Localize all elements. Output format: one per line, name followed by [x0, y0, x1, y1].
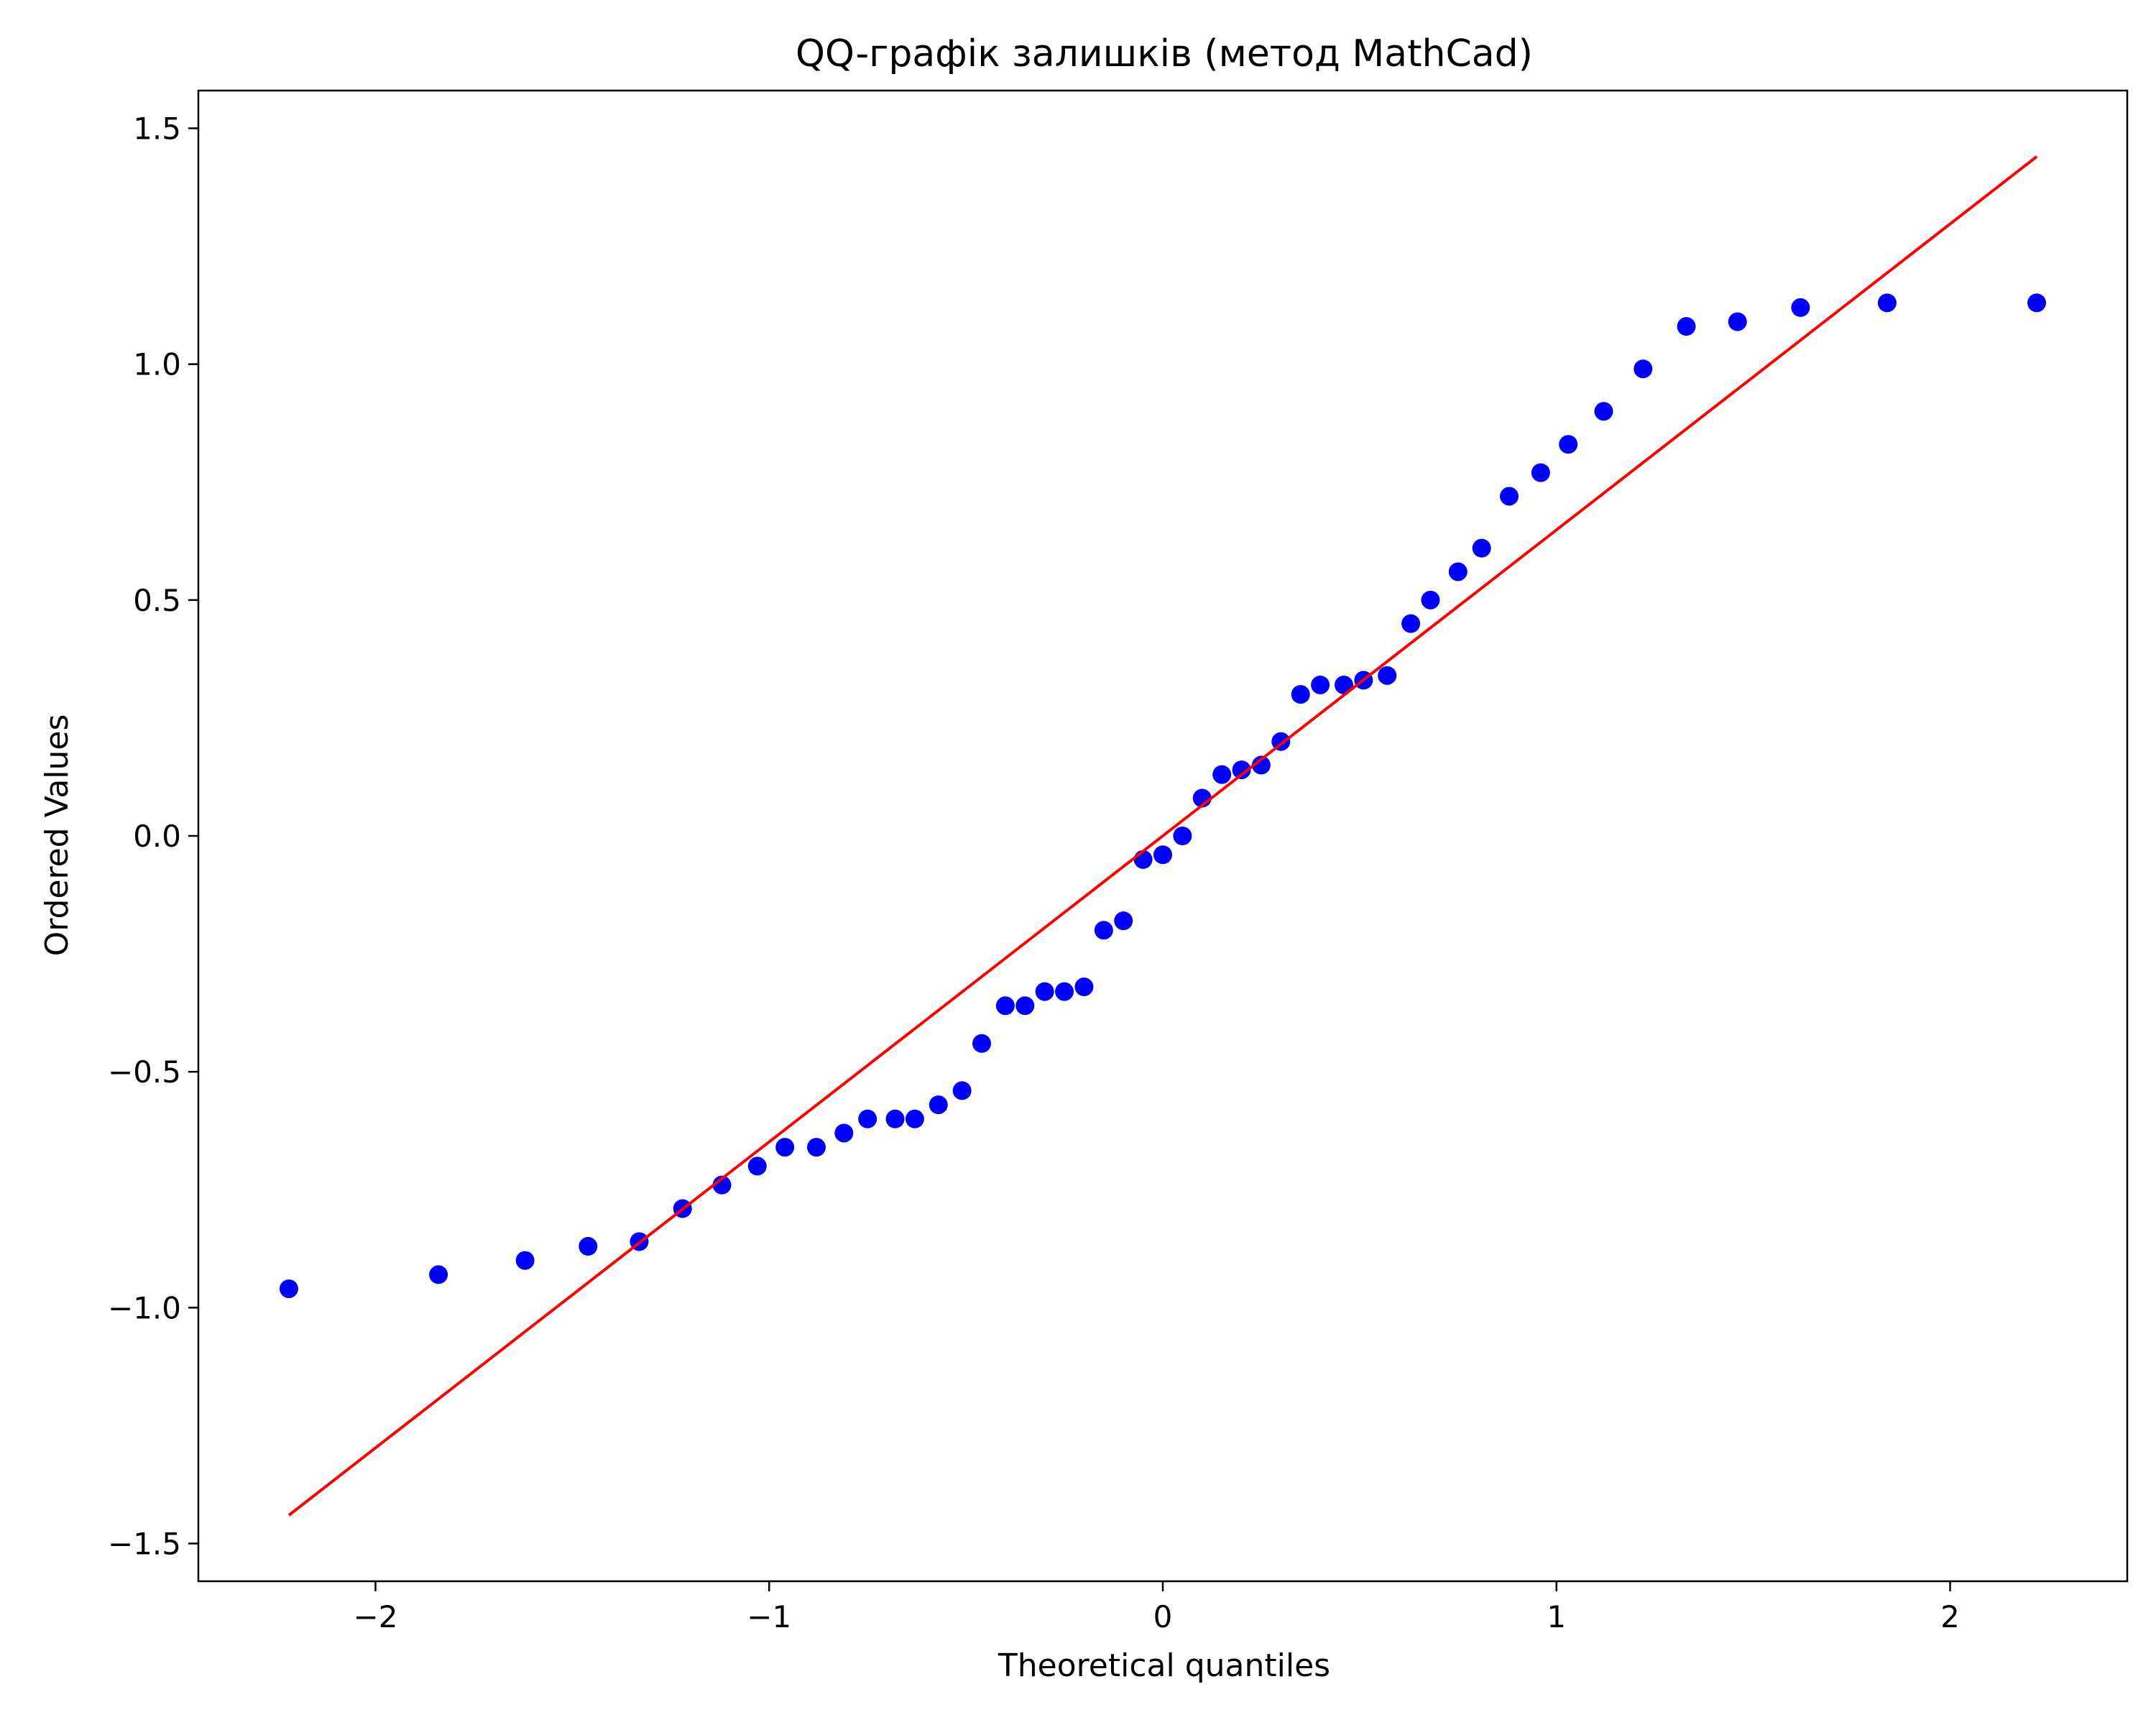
x-axis-title: Theoretical quantiles [998, 1647, 1330, 1684]
y-tick-label: 1.0 [133, 347, 181, 382]
reference-line [287, 155, 2038, 1517]
data-point [1421, 590, 1440, 610]
data-point [1291, 685, 1310, 704]
x-tick-label: 0 [1153, 1599, 1173, 1634]
data-point [775, 1138, 795, 1157]
data-point [1055, 982, 1074, 1001]
data-point [834, 1123, 854, 1143]
y-tick-label: −0.5 [108, 1054, 181, 1090]
data-point [747, 1156, 767, 1176]
data-point [1311, 675, 1330, 694]
chart-title: QQ-графік залишків (метод MathCad) [796, 32, 1533, 75]
data-point [1094, 921, 1113, 940]
data-point [1877, 293, 1897, 313]
data-point [1559, 435, 1578, 454]
data-point [1114, 911, 1133, 931]
data-point [1035, 982, 1054, 1001]
data-point [806, 1138, 826, 1157]
data-point [885, 1109, 905, 1128]
data-point [995, 996, 1015, 1016]
data-point [929, 1095, 948, 1115]
data-point [1594, 402, 1613, 421]
data-point [1212, 765, 1232, 784]
x-tick-label: 2 [1940, 1599, 1960, 1634]
x-tick-label: −1 [747, 1599, 791, 1634]
data-point [279, 1279, 298, 1299]
y-axis: −1.5 −1.0 −0.5 0.0 0.5 1.0 1.5 [108, 111, 198, 1561]
data-point [1334, 675, 1353, 694]
y-tick-label: 0.0 [133, 819, 181, 854]
x-tick-label: −2 [354, 1599, 398, 1634]
y-axis-title: Ordered Values [39, 714, 75, 957]
data-point [858, 1109, 877, 1128]
data-point [515, 1251, 535, 1270]
y-tick-label: 0.5 [133, 583, 181, 618]
data-point [1251, 755, 1271, 775]
data-point [712, 1175, 732, 1195]
data-point [1015, 996, 1035, 1016]
data-point [1728, 312, 1747, 331]
y-tick-label: −1.5 [108, 1526, 181, 1561]
data-point [1074, 978, 1094, 997]
data-point [1448, 562, 1468, 581]
y-tick-label: −1.0 [108, 1290, 181, 1325]
data-point [972, 1034, 992, 1053]
data-point [1634, 359, 1653, 379]
x-tick-label: 1 [1547, 1599, 1566, 1634]
data-point [1232, 760, 1251, 780]
data-point [1472, 538, 1491, 558]
plot-area [279, 155, 2047, 1517]
data-point [579, 1237, 598, 1256]
x-axis: −2 −1 0 1 2 [354, 1581, 1960, 1634]
data-point [1378, 666, 1397, 685]
data-point [1677, 317, 1696, 336]
data-point [1173, 827, 1192, 845]
data-point [429, 1265, 448, 1284]
data-point [905, 1109, 924, 1128]
data-point [1791, 298, 1810, 317]
data-point [1401, 614, 1421, 633]
data-point [2027, 293, 2047, 313]
y-tick-label: 1.5 [133, 111, 181, 147]
data-point [952, 1081, 972, 1100]
data-point [1153, 845, 1172, 865]
data-point [1500, 487, 1519, 506]
data-point [1531, 463, 1550, 482]
